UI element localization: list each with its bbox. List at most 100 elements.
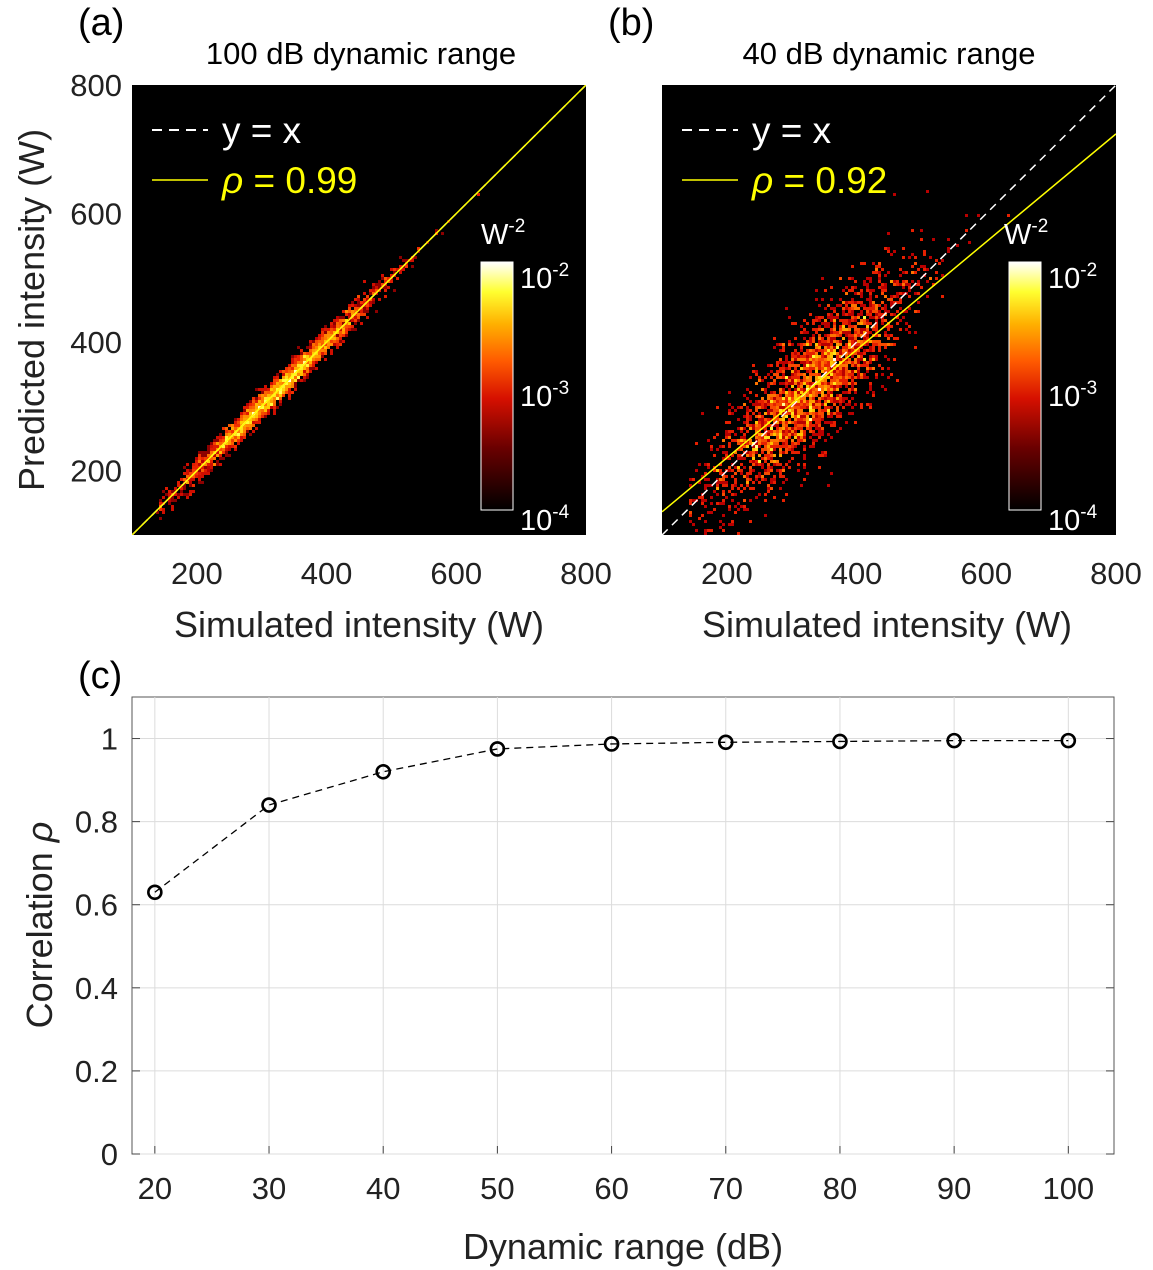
density-b-cell-1041 — [695, 442, 698, 445]
density-b-cell-586 — [755, 370, 758, 373]
chart-title-a: 100 dB dynamic range — [206, 36, 516, 71]
density-b-cell-837 — [815, 349, 818, 352]
density-b-cell-1003 — [818, 334, 821, 337]
density-b-cell-835 — [746, 508, 749, 511]
density-a-cell-485 — [378, 286, 381, 289]
density-a-cell-140 — [297, 361, 300, 364]
density-b-cell-1096 — [839, 319, 842, 322]
density-a-cell-562 — [351, 319, 354, 322]
density-b-cell-1398 — [872, 355, 875, 358]
density-b-cell-1539 — [764, 514, 767, 517]
density-b-cell-1580 — [785, 409, 788, 412]
marker-2 — [375, 763, 392, 780]
density-a-cell-26 — [270, 406, 273, 409]
density-a-cell-22 — [345, 325, 348, 328]
density-b-cell-1133 — [881, 313, 884, 316]
density-a-cell-483 — [207, 451, 210, 454]
density-b-cell-462 — [812, 430, 815, 433]
density-a-cell-356 — [243, 424, 246, 427]
density-b-cell-1288 — [899, 328, 902, 331]
density-b-cell-1381 — [881, 367, 884, 370]
density-b-cell-471 — [722, 490, 725, 493]
density-a-cell-362 — [201, 469, 204, 472]
density-b-cell-86 — [782, 418, 785, 421]
density-b-cell-67 — [707, 484, 710, 487]
density-b-cell-265 — [830, 331, 833, 334]
density-a-cell-189 — [285, 379, 288, 382]
density-b-cell-594 — [791, 397, 794, 400]
density-a-cell-266 — [285, 388, 288, 391]
density-b-cell-425 — [767, 430, 770, 433]
density-a-cell-497 — [246, 409, 249, 412]
density-b-cell-510 — [785, 478, 788, 481]
density-b-cell-1619 — [917, 280, 920, 283]
density-b-cell-298 — [782, 370, 785, 373]
density-b-cell-137 — [785, 358, 788, 361]
density-a-cell-279 — [207, 469, 210, 472]
density-b-cell-34 — [800, 382, 803, 385]
density-b-cell-994 — [743, 457, 746, 460]
density-b-cell-1652 — [842, 373, 845, 376]
density-b-cell-783 — [911, 253, 914, 256]
density-b-cell-206 — [884, 331, 887, 334]
density-b-cell-1394 — [785, 439, 788, 442]
density-a-cell-304 — [219, 448, 222, 451]
density-b-cell-1447 — [878, 286, 881, 289]
density-a-cell-19 — [237, 421, 240, 424]
density-b-cell-1182 — [773, 391, 776, 394]
density-b-cell-424 — [821, 385, 824, 388]
density-b-cell-358 — [836, 340, 839, 343]
density-b-cell-429 — [776, 394, 779, 397]
density-b-cell-204 — [851, 340, 854, 343]
density-b-cell-1098 — [1007, 214, 1010, 217]
density-b-cell-619 — [704, 520, 707, 523]
density-b-cell-1335 — [797, 370, 800, 373]
density-b-cell-1055 — [818, 373, 821, 376]
colorbar-tick-a-mid: 10-3 — [520, 378, 569, 413]
density-b-cell-1618 — [902, 271, 905, 274]
density-b-cell-999 — [839, 385, 842, 388]
density-b-cell-1564 — [827, 394, 830, 397]
density-b-cell-253 — [854, 391, 857, 394]
density-b-cell-490 — [689, 511, 692, 514]
density-b-cell-909 — [704, 487, 707, 490]
density-b-cell-327 — [821, 409, 824, 412]
panel-a-y-tick-0: 200 — [70, 454, 122, 489]
density-b-cell-374 — [836, 394, 839, 397]
density-b-cell-1219 — [884, 289, 887, 292]
density-a-cell-197 — [306, 376, 309, 379]
density-b-cell-843 — [710, 502, 713, 505]
density-a-cell-555 — [342, 310, 345, 313]
density-b-cell-333 — [842, 307, 845, 310]
density-b-cell-1360 — [758, 406, 761, 409]
density-b-cell-1205 — [812, 406, 815, 409]
density-a-cell-399 — [354, 328, 357, 331]
density-b-cell-381 — [812, 409, 815, 412]
density-b-cell-1111 — [779, 445, 782, 448]
density-b-cell-1154 — [758, 421, 761, 424]
panel-c-x-tick-4: 60 — [594, 1171, 628, 1206]
density-b-cell-952 — [824, 322, 827, 325]
density-a-cell-430 — [336, 331, 339, 334]
density-a-cell-359 — [351, 325, 354, 328]
density-b-cell-7 — [743, 508, 746, 511]
density-b-cell-521 — [851, 355, 854, 358]
density-b-cell-1627 — [788, 316, 791, 319]
density-a-cell-112 — [324, 325, 327, 328]
density-a-cell-27 — [234, 439, 237, 442]
density-a-cell-287 — [372, 301, 375, 304]
colorbar-b — [1008, 261, 1042, 511]
density-b-cell-1570 — [887, 310, 890, 313]
density-b-cell-440 — [827, 349, 830, 352]
density-b-cell-1255 — [881, 283, 884, 286]
density-a-cell-398 — [351, 316, 354, 319]
density-a-cell-463 — [321, 355, 324, 358]
density-b-cell-814 — [773, 406, 776, 409]
density-b-cell-1272 — [830, 394, 833, 397]
density-b-cell-1068 — [722, 439, 725, 442]
density-a-cell-231 — [324, 343, 327, 346]
density-b-cell-304 — [779, 433, 782, 436]
density-b-cell-352 — [821, 388, 824, 391]
density-a-cell-285 — [207, 463, 210, 466]
density-b-cell-558 — [800, 415, 803, 418]
